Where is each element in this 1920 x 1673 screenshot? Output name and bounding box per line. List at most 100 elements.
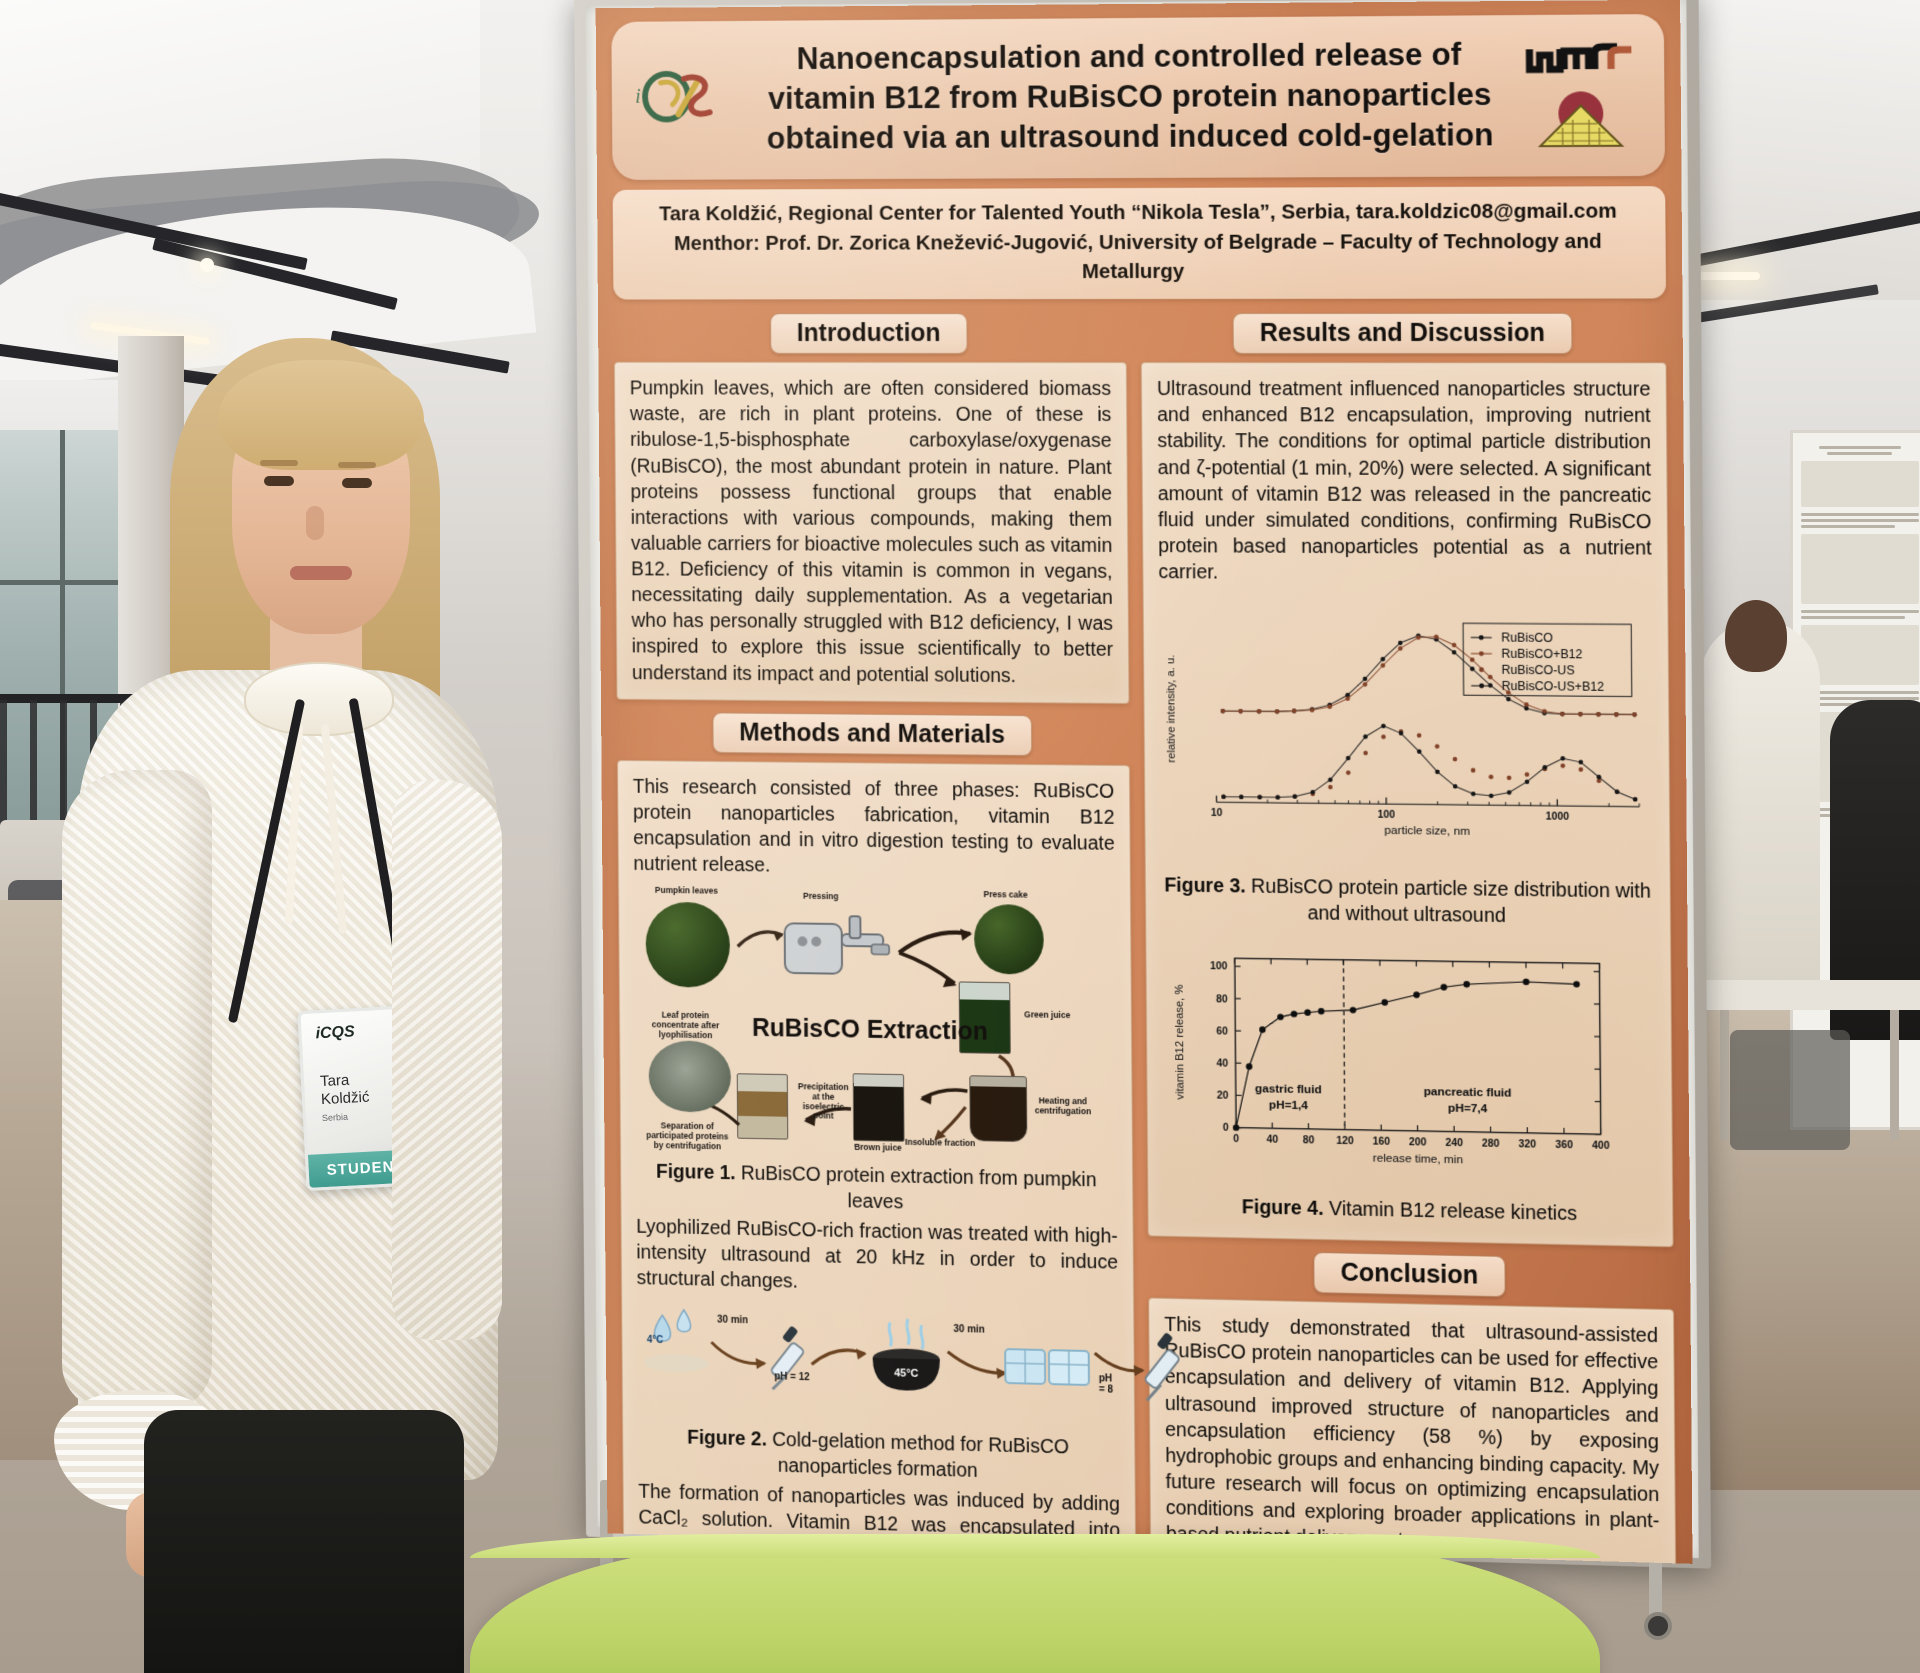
fig4-ytick: 60 [1216,1026,1228,1037]
fig1-precipitate-image [736,1073,789,1140]
fig3-data-point [1452,784,1458,789]
board-wheel [1644,1612,1672,1640]
fig3-data-point [1488,774,1494,780]
fig3-data-point [1560,711,1565,717]
fig1-label-press-cake: Press cake [983,889,1028,900]
figure-1-caption-label: Figure 1. [655,1161,736,1185]
figure-2-caption-label: Figure 2. [687,1426,767,1451]
fig4-data-point [1349,1006,1357,1014]
fig4-data-point [1290,1010,1298,1018]
methods-body-1: This research consisted of three phases:… [632,775,1115,877]
fig4-data-point [1259,1026,1266,1033]
table-leg [1890,1010,1899,1140]
author-line: Tara Koldžić, Regional Center for Talent… [659,199,1617,226]
fig4-data-point [1381,999,1389,1006]
fig4-data-point [1304,1009,1311,1016]
fig4-ytick: 100 [1210,961,1228,972]
fig3-xlabel: particle size, nm [1384,824,1470,838]
background-person-head [1725,600,1787,672]
fig1-label-brown-juice: Brown juice [854,1141,902,1153]
poster-title: Nanoencapsulation and controlled release… [750,35,1510,158]
fig4-annotation-gastric-ph: pH=1,4 [1269,1099,1309,1113]
presenter-mouth [290,566,352,580]
poster-column-right: Results and Discussion Ultrasound treatm… [1140,312,1677,1564]
badge-logo: iCQS [315,1023,356,1043]
svg-text:45°C: 45°C [894,1368,918,1381]
results-body: Ultrasound treatment influenced nanopart… [1156,378,1652,584]
fig3-data-point [1506,790,1512,795]
figure-3-caption-text: RuBisCO protein particle size distributi… [1245,875,1652,927]
fig4-xtick: 320 [1519,1139,1537,1151]
fig4-ytick: 40 [1217,1058,1229,1069]
fig3-data-point [1238,709,1243,714]
introduction-body: Pumpkin leaves, which are often consider… [629,377,1114,687]
fig3-xtick: 1000 [1546,812,1570,823]
badge-subtitle: Serbia [321,1111,349,1124]
fig1-label-leaf-protein-concentrate: Leaf protein concentrate after lyophilis… [651,1009,720,1040]
foreground-table-edge [470,1534,1600,1558]
presenter-nose [306,506,324,540]
fig4-data-point [1440,983,1448,991]
figure-1-title: RuBisCO Extraction [751,1014,988,1046]
fig4-xtick: 160 [1373,1136,1391,1147]
presenter-brow-right [338,462,376,468]
fig3-data-point [1274,709,1280,715]
chair-right [1730,1030,1850,1150]
fig3-data-point [1506,775,1512,781]
table-right [1690,980,1920,1010]
poster-right-logos [1519,38,1642,150]
fig1-arrow [897,925,976,970]
fig1-arrow [916,1084,972,1125]
figure-3-svg: 10 100 1000 relative intensity, a. u. partic… [1165,594,1655,838]
fig1-dark-juice-image [969,1075,1028,1143]
fig1-label-precipitation: Precipitation at the isoelectric point [797,1081,849,1122]
fig3-data-point [1632,712,1637,718]
presenter-collar [244,662,394,736]
fig3-data-point [1292,794,1298,800]
fig4-annotation-pancreatic-ph: pH=7,4 [1448,1102,1488,1116]
scientific-poster: i Nanoencapsulation and controlled relea… [595,0,1693,1564]
fig2-label-ph-2: pH = 8 [1098,1373,1114,1396]
fig3-data-point [1471,791,1476,797]
figure-2-caption: Figure 2. Cold-gelation method for RuBis… [638,1425,1120,1488]
fig4-annotation-gastric: gastric fluid [1255,1082,1322,1096]
results-card: Ultrasound treatment influenced nanopart… [1140,362,1674,1248]
fig3-data-point [1328,784,1333,790]
fig3-data-point [1220,709,1226,714]
fig4-ylabel: vitamin B12 release, % [1173,984,1186,1099]
badge-name-last: Koldžić [320,1088,370,1109]
section-heading-methods: Methods and Materials [712,712,1033,756]
title-line-2: vitamin B12 from RuBisCO protein nanopar… [767,76,1492,117]
fig2-heating-pot-image: 45°C [872,1318,941,1392]
fig3-data-point [1434,744,1440,749]
fig1-press-cake-image [973,904,1044,975]
fig2-ice-image [1003,1343,1095,1397]
fig3-xtick: 100 [1378,810,1396,821]
fig3-legend-label: RuBisCO [1501,630,1553,645]
fig3-data-point [1578,760,1584,765]
methods-body-2: Lyophilized RuBisCO-rich fraction was tr… [636,1215,1118,1293]
fig4-xtick: 280 [1482,1138,1500,1150]
fig1-arrow [897,949,967,992]
section-heading-introduction: Introduction [770,313,968,355]
fig4-xlabel: release time, min [1373,1151,1463,1166]
fig2-arrow [1094,1353,1145,1377]
fig3-data-point [1578,767,1584,772]
figure-1-caption-text: RuBisCO protein extraction from pumpkin … [735,1162,1097,1213]
presenter-brow-left [260,460,298,466]
presenter-person: iCQS Tara Koldžić Serbia STUDENT [40,300,510,1673]
poster-column-left: Introduction Pumpkin leaves, which are o… [613,313,1137,1564]
fig3-data-point [1614,789,1620,795]
figure-3-chart: 10 100 1000 relative intensity, a. u. partic… [1159,594,1655,870]
fig3-data-point [1345,770,1351,776]
fig3-data-point [1381,734,1386,740]
title-line-1: Nanoencapsulation and controlled release… [796,37,1462,77]
fig3-data-point [1275,795,1281,800]
mentor-line: Menthor: Prof. Dr. Zorica Knežević-Jugov… [673,229,1602,284]
section-heading-results: Results and Discussion [1232,312,1573,355]
fig4-data-point [1463,980,1470,988]
fig4-data-point [1522,978,1530,985]
fig3-data-point [1257,794,1263,800]
pyramid-sun-logo [1536,91,1626,150]
